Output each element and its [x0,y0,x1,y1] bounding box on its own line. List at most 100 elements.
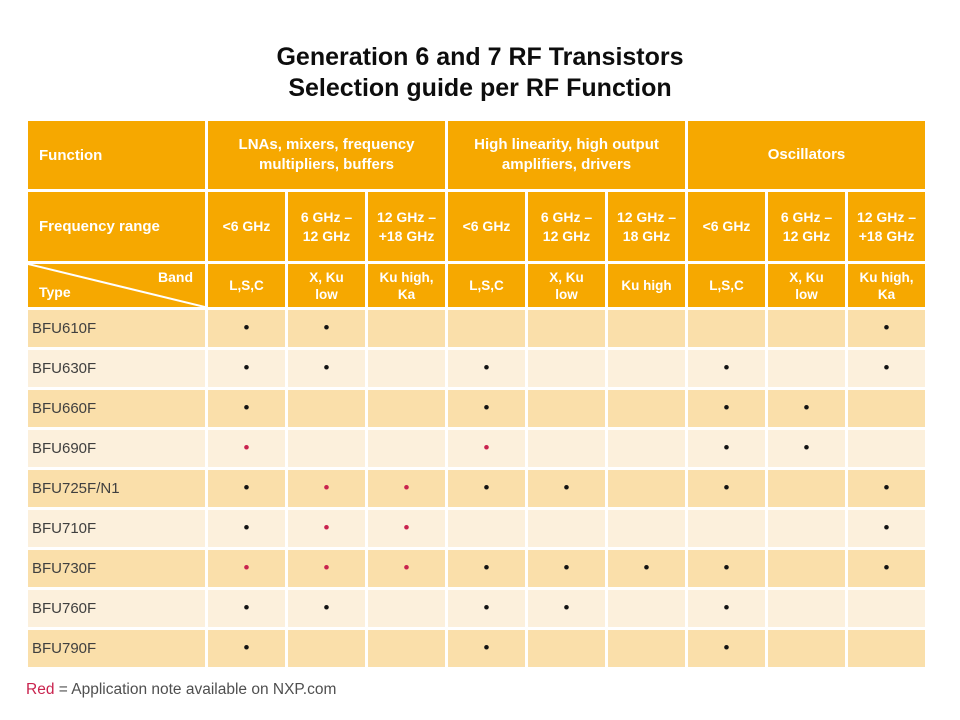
black-dot-icon: • [883,558,890,577]
black-dot-icon: • [883,478,890,497]
freq-cell: 12 GHz – +18 GHz [364,189,449,264]
empty-cell [765,467,849,510]
empty-cell [605,347,689,390]
table-body: BFU610F • • • BFU630F • • • • • BFU660F • • • • BFU690F… [25,307,929,670]
empty-cell [605,427,689,470]
empty-cell [364,587,449,630]
empty-cell [845,587,929,630]
black-dot-icon: • [643,558,650,577]
red-dot-icon: • [403,558,410,577]
black-dot-cell: • [685,427,769,470]
group-header-lna: LNAs, mixers, frequency multipliers, buf… [204,118,449,192]
selection-table: Function LNAs, mixers, frequency multipl… [25,118,929,670]
type-cell: BFU690F [25,427,208,470]
table-row: BFU790F • • • [25,627,929,670]
band-cell: Ku high, Ka [364,261,449,310]
black-dot-cell: • [845,347,929,390]
band-cell: L,S,C [685,261,769,310]
freq-cell: <6 GHz [205,189,288,264]
table-row: BFU725F/N1 • • • • • • • [25,467,929,510]
band-label: Band [158,269,193,285]
red-dot-icon: • [323,558,330,577]
red-dot-cell: • [205,547,288,590]
empty-cell [605,307,689,350]
black-dot-cell: • [205,467,288,510]
function-header-row: Function LNAs, mixers, frequency multipl… [25,118,929,192]
red-dot-icon: • [403,478,410,497]
black-dot-cell: • [205,627,288,670]
empty-cell [765,307,849,350]
type-cell: BFU630F [25,347,208,390]
black-dot-cell: • [685,547,769,590]
black-dot-cell: • [205,587,288,630]
table-row: BFU610F • • • [25,307,929,350]
freq-cell: 6 GHz – 12 GHz [765,189,849,264]
black-dot-icon: • [243,358,250,377]
black-dot-icon: • [483,638,490,657]
table-row: BFU660F • • • • [25,387,929,430]
black-dot-cell: • [685,627,769,670]
red-dot-cell: • [285,547,368,590]
black-dot-icon: • [723,598,730,617]
empty-cell [525,387,609,430]
black-dot-icon: • [483,398,490,417]
empty-cell [845,387,929,430]
page-title-line2: Selection guide per RF Function [288,74,672,102]
red-dot-icon: • [323,478,330,497]
black-dot-icon: • [243,478,250,497]
red-dot-cell: • [364,467,449,510]
freq-cell: <6 GHz [685,189,769,264]
black-dot-icon: • [563,558,570,577]
red-dot-icon: • [243,558,250,577]
black-dot-icon: • [563,598,570,617]
red-dot-cell: • [364,547,449,590]
empty-cell [445,507,529,550]
band-cell: X, Ku low [525,261,609,310]
diagonal-divider-line [28,264,205,307]
frequency-header-row: Frequency range <6 GHz 6 GHz – 12 GHz 12… [25,189,929,264]
empty-cell [364,427,449,470]
black-dot-cell: • [845,467,929,510]
black-dot-icon: • [723,398,730,417]
red-dot-cell: • [364,507,449,550]
empty-cell [605,387,689,430]
black-dot-icon: • [323,598,330,617]
band-header-row: Band Type L,S,C X, Ku low Ku high, Ka L,… [25,261,929,310]
empty-cell [765,347,849,390]
legend-note: Red = Application note available on NXP.… [26,681,336,699]
freq-cell: 12 GHz – 18 GHz [605,189,689,264]
band-cell: L,S,C [205,261,288,310]
empty-cell [605,587,689,630]
black-dot-icon: • [723,358,730,377]
red-dot-icon: • [243,438,250,457]
black-dot-icon: • [883,358,890,377]
black-dot-cell: • [845,307,929,350]
black-dot-cell: • [445,627,529,670]
empty-cell [765,587,849,630]
black-dot-icon: • [243,598,250,617]
legend-red-word: Red [26,681,55,698]
black-dot-icon: • [883,318,890,337]
legend-text: = Application note available on NXP.com [54,681,337,698]
empty-cell [765,627,849,670]
frequency-range-header: Frequency range [25,189,208,264]
empty-cell [525,507,609,550]
black-dot-cell: • [205,307,288,350]
empty-cell [685,307,769,350]
red-dot-icon: • [403,518,410,537]
black-dot-cell: • [685,587,769,630]
black-dot-icon: • [243,398,250,417]
black-dot-cell: • [445,467,529,510]
red-dot-cell: • [285,507,368,550]
empty-cell [364,307,449,350]
empty-cell [364,347,449,390]
type-cell: BFU790F [25,627,208,670]
black-dot-cell: • [685,347,769,390]
black-dot-cell: • [525,587,609,630]
function-header: Function [25,118,208,192]
black-dot-icon: • [483,358,490,377]
black-dot-cell: • [845,507,929,550]
band-cell: X, Ku low [765,261,849,310]
type-cell: BFU610F [25,307,208,350]
